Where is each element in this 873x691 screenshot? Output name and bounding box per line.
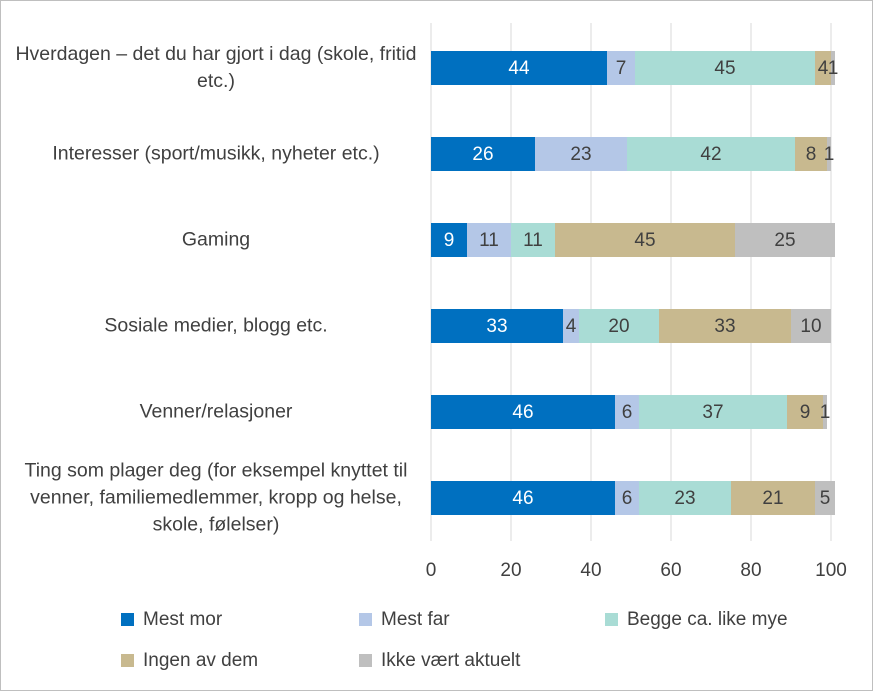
data-label: 6: [622, 488, 633, 509]
x-tick-label: 100: [815, 560, 847, 581]
data-label: 5: [820, 488, 831, 509]
bar-segment: [831, 51, 835, 85]
bar-segment: [639, 395, 787, 429]
bar-segment: [659, 309, 791, 343]
bar-segment: [791, 309, 831, 343]
bar-segment: [431, 137, 535, 171]
data-label: 23: [570, 144, 591, 165]
bar-segment: [615, 395, 639, 429]
data-label: 9: [800, 402, 811, 423]
category-label: Ting som plager deg (for eksempel knytte…: [24, 459, 408, 536]
bar-segment: [431, 223, 467, 257]
data-label: 26: [472, 144, 493, 165]
data-label: 1: [824, 144, 835, 165]
bar-segment: [615, 481, 639, 515]
data-label: 37: [702, 402, 723, 423]
data-label: 1: [828, 58, 839, 79]
legend-label: Ingen av dem: [143, 650, 258, 671]
x-tick-label: 40: [580, 560, 601, 581]
bar-segment: [815, 481, 835, 515]
category-label: Venner/relasjoner: [139, 400, 293, 423]
bar-segment: [787, 395, 823, 429]
bar-segment: [639, 481, 731, 515]
x-tick-label: 20: [500, 560, 521, 581]
bar-segment: [731, 481, 815, 515]
legend-swatch: [121, 654, 134, 667]
bar-segment: [431, 51, 607, 85]
data-label: 21: [762, 488, 783, 509]
data-label: 45: [634, 230, 655, 251]
bar-segment: [431, 309, 563, 343]
data-label: 4: [818, 58, 829, 79]
data-label: 42: [700, 144, 721, 165]
bar-segment: [735, 223, 835, 257]
category-label: Hverdagen – det du har gjort i dag (skol…: [15, 43, 417, 92]
x-tick-label: 0: [426, 560, 437, 581]
bar-segment: [823, 395, 827, 429]
data-label: 33: [486, 316, 507, 337]
data-label: 25: [774, 230, 795, 251]
bar-segment: [511, 223, 555, 257]
category-label: Gaming: [181, 228, 251, 251]
bar-segment: [627, 137, 795, 171]
bar-segment: [431, 395, 615, 429]
bar-segment: [535, 137, 627, 171]
category-label: Sosiale medier, blogg etc.: [104, 314, 328, 337]
data-label: 4: [566, 316, 577, 337]
data-label: 46: [512, 402, 533, 423]
bar-segment: [431, 481, 615, 515]
data-label: 10: [800, 316, 821, 337]
bar-segment: [827, 137, 831, 171]
legend-label: Mest mor: [143, 609, 223, 630]
data-label: 20: [608, 316, 629, 337]
legend-swatch: [359, 613, 372, 626]
x-tick-label: 80: [740, 560, 761, 581]
x-tick-label: 60: [660, 560, 681, 581]
data-label: 23: [674, 488, 695, 509]
data-label: 7: [616, 58, 627, 79]
data-label: 45: [714, 58, 735, 79]
data-label: 9: [444, 230, 455, 251]
legend-swatch: [359, 654, 372, 667]
bar-segment: [563, 309, 579, 343]
bar-segment: [555, 223, 735, 257]
bar-segment: [607, 51, 635, 85]
bar-segment: [579, 309, 659, 343]
legend-label: Mest far: [381, 609, 450, 630]
data-label: 1: [820, 402, 831, 423]
category-label: Interesser (sport/musikk, nyheter etc.): [52, 142, 380, 165]
data-label: 33: [714, 316, 735, 337]
bar-segment: [815, 51, 831, 85]
bar-segment: [635, 51, 815, 85]
bar-segment: [467, 223, 511, 257]
legend-label: Ikke vært aktuelt: [381, 650, 521, 671]
legend-label: Begge ca. like mye: [627, 609, 788, 630]
legend-swatch: [605, 613, 618, 626]
data-label: 11: [479, 230, 499, 251]
data-label: 6: [622, 402, 633, 423]
bar-segment: [795, 137, 827, 171]
data-label: 8: [806, 144, 817, 165]
data-label: 11: [523, 230, 543, 251]
data-label: 46: [512, 488, 533, 509]
data-label: 44: [508, 58, 530, 79]
legend-swatch: [121, 613, 134, 626]
